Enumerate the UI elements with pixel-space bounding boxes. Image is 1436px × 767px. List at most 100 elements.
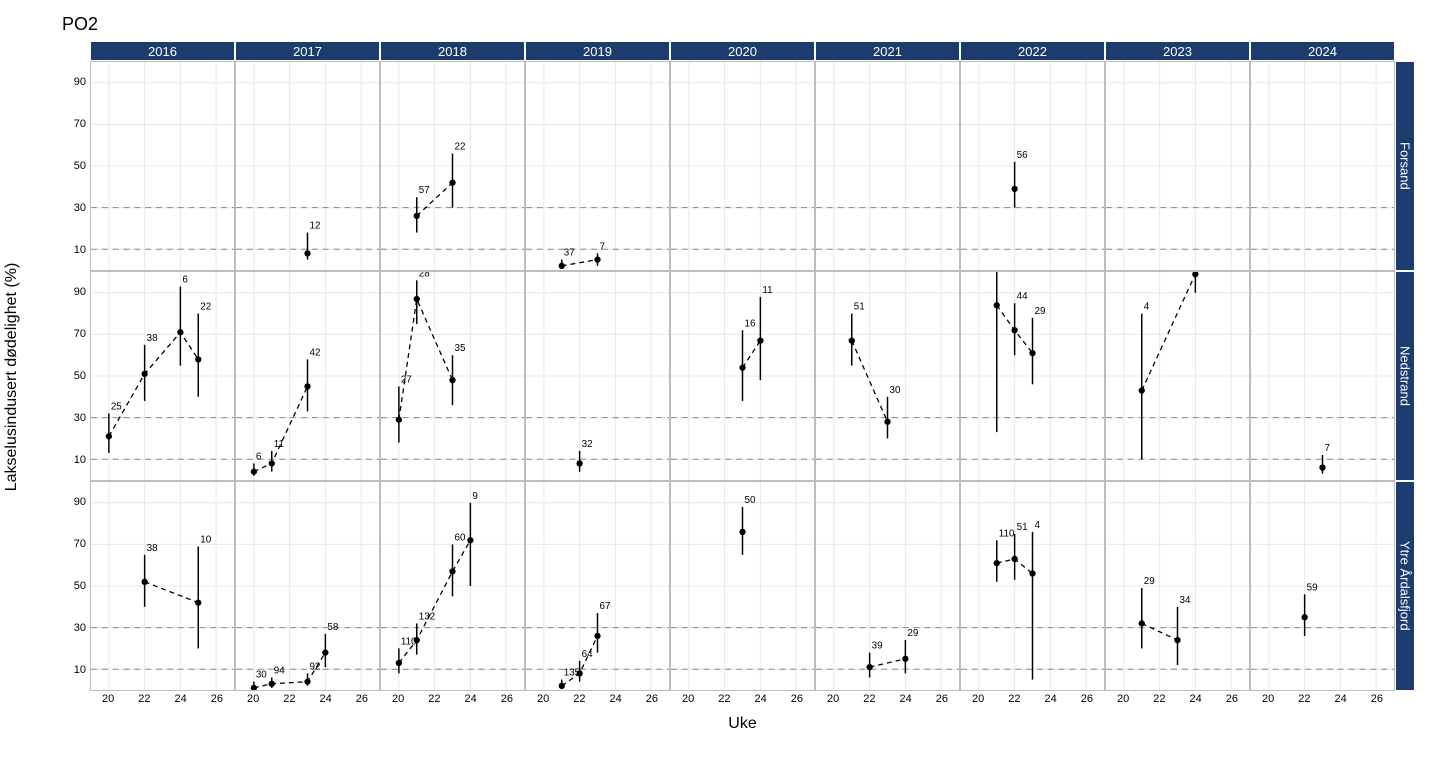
x-tick-label: 26 (936, 693, 948, 705)
x-tick-label: 22 (863, 693, 875, 705)
svg-text:51: 51 (854, 302, 865, 313)
x-tick-label: 22 (573, 693, 585, 705)
x-tick-label: 20 (682, 693, 694, 705)
x-axis: 20222426 (960, 691, 1105, 711)
svg-text:34: 34 (1179, 595, 1190, 606)
y-tick-label: 50 (74, 580, 86, 592)
svg-text:50: 50 (744, 495, 755, 506)
panel: 39 29 (815, 481, 960, 691)
svg-text:29: 29 (1144, 576, 1155, 587)
svg-text:25: 25 (111, 401, 122, 412)
y-tick-label: 10 (74, 454, 86, 466)
svg-text:6: 6 (182, 275, 188, 286)
svg-text:56: 56 (1017, 150, 1028, 161)
x-tick-label: 26 (501, 693, 513, 705)
svg-text:30: 30 (256, 670, 267, 681)
y-axis: 1030507090 (60, 271, 90, 481)
y-tick-label: 90 (74, 496, 86, 508)
svg-text:35: 35 (454, 343, 465, 354)
col-strip: 2016 (90, 41, 235, 61)
panel (1105, 61, 1250, 271)
panel: 110132609 (380, 481, 525, 691)
x-tick-label: 24 (175, 693, 187, 705)
svg-text:29: 29 (907, 628, 918, 639)
svg-text:51: 51 (1017, 522, 1028, 533)
svg-text:6: 6 (256, 451, 262, 462)
y-tick-label: 70 (74, 538, 86, 550)
row-strip: Ytre Årdalsfjord (1395, 481, 1415, 691)
y-tick-label: 30 (74, 622, 86, 634)
svg-text:29: 29 (1034, 306, 1045, 317)
svg-text:38: 38 (147, 333, 158, 344)
x-tick-label: 20 (1117, 693, 1129, 705)
x-axis: 20222426 (815, 691, 960, 711)
x-tick-label: 22 (718, 693, 730, 705)
svg-text:92: 92 (309, 661, 320, 672)
x-tick-label: 20 (972, 693, 984, 705)
x-axis: 20222426 (235, 691, 380, 711)
panel: 38 10 (90, 481, 235, 691)
facet-grid: 2016201720182019202020212022202320241030… (60, 41, 1416, 711)
x-tick-label: 22 (1008, 693, 1020, 705)
svg-text:11: 11 (274, 439, 285, 450)
col-strip: 2019 (525, 41, 670, 61)
svg-text:67: 67 (599, 601, 610, 612)
x-tick-label: 26 (791, 693, 803, 705)
svg-text:30: 30 (889, 385, 900, 396)
x-axis-title: Uke (90, 715, 1395, 733)
panel: 30949258 (235, 481, 380, 691)
panel: 25 38 6 22 (90, 271, 235, 481)
panel: 12 (235, 61, 380, 271)
y-tick-label: 10 (74, 664, 86, 676)
x-tick-label: 26 (646, 693, 658, 705)
panel: 377 (525, 61, 670, 271)
svg-text:39: 39 (872, 641, 883, 652)
x-tick-label: 26 (1226, 693, 1238, 705)
svg-text:64: 64 (582, 649, 593, 660)
panel: 50 (670, 481, 815, 691)
x-axis: 20 22 24 26 (1105, 691, 1250, 711)
x-tick-label: 22 (1298, 693, 1310, 705)
x-tick-label: 20 (392, 693, 404, 705)
svg-text:38: 38 (147, 543, 158, 554)
x-tick-label: 26 (1371, 693, 1383, 705)
x-tick-label: 24 (1045, 693, 1057, 705)
x-tick-label: 26 (211, 693, 223, 705)
svg-text:11: 11 (762, 285, 773, 296)
spacer (1395, 691, 1415, 711)
panel: 1611 (670, 271, 815, 481)
x-tick-label: 20 (827, 693, 839, 705)
col-strip: 2018 (380, 41, 525, 61)
svg-text:59: 59 (1307, 582, 1318, 593)
spacer (1395, 41, 1415, 61)
panel: 59 (1250, 481, 1395, 691)
x-tick-label: 26 (356, 693, 368, 705)
y-tick-label: 50 (74, 370, 86, 382)
svg-text:57: 57 (419, 185, 430, 196)
y-tick-label: 30 (74, 202, 86, 214)
col-strip: 2024 (1250, 41, 1395, 61)
x-tick-label: 24 (1190, 693, 1202, 705)
col-strip: 2023 (1105, 41, 1250, 61)
x-tick-label: 20 (102, 693, 114, 705)
x-tick-label: 20 (537, 693, 549, 705)
y-tick-label: 10 (74, 244, 86, 256)
x-tick-label: 24 (465, 693, 477, 705)
row-strip: Nedstrand (1395, 271, 1415, 481)
svg-text:22: 22 (200, 302, 211, 313)
y-tick-label: 30 (74, 412, 86, 424)
x-tick-label: 24 (320, 693, 332, 705)
x-tick-label: 22 (1153, 693, 1165, 705)
svg-text:10: 10 (200, 535, 211, 546)
y-tick-label: 90 (74, 286, 86, 298)
svg-text:4: 4 (1144, 302, 1150, 313)
svg-text:7: 7 (1324, 443, 1329, 454)
x-axis: 20222426 (380, 691, 525, 711)
svg-text:32: 32 (582, 439, 593, 450)
x-tick-label: 24 (755, 693, 767, 705)
svg-text:58: 58 (327, 622, 338, 633)
svg-text:22: 22 (454, 142, 465, 153)
panel: 54429 (960, 271, 1105, 481)
panel: 7 (1250, 271, 1395, 481)
col-strip: 2017 (235, 41, 380, 61)
